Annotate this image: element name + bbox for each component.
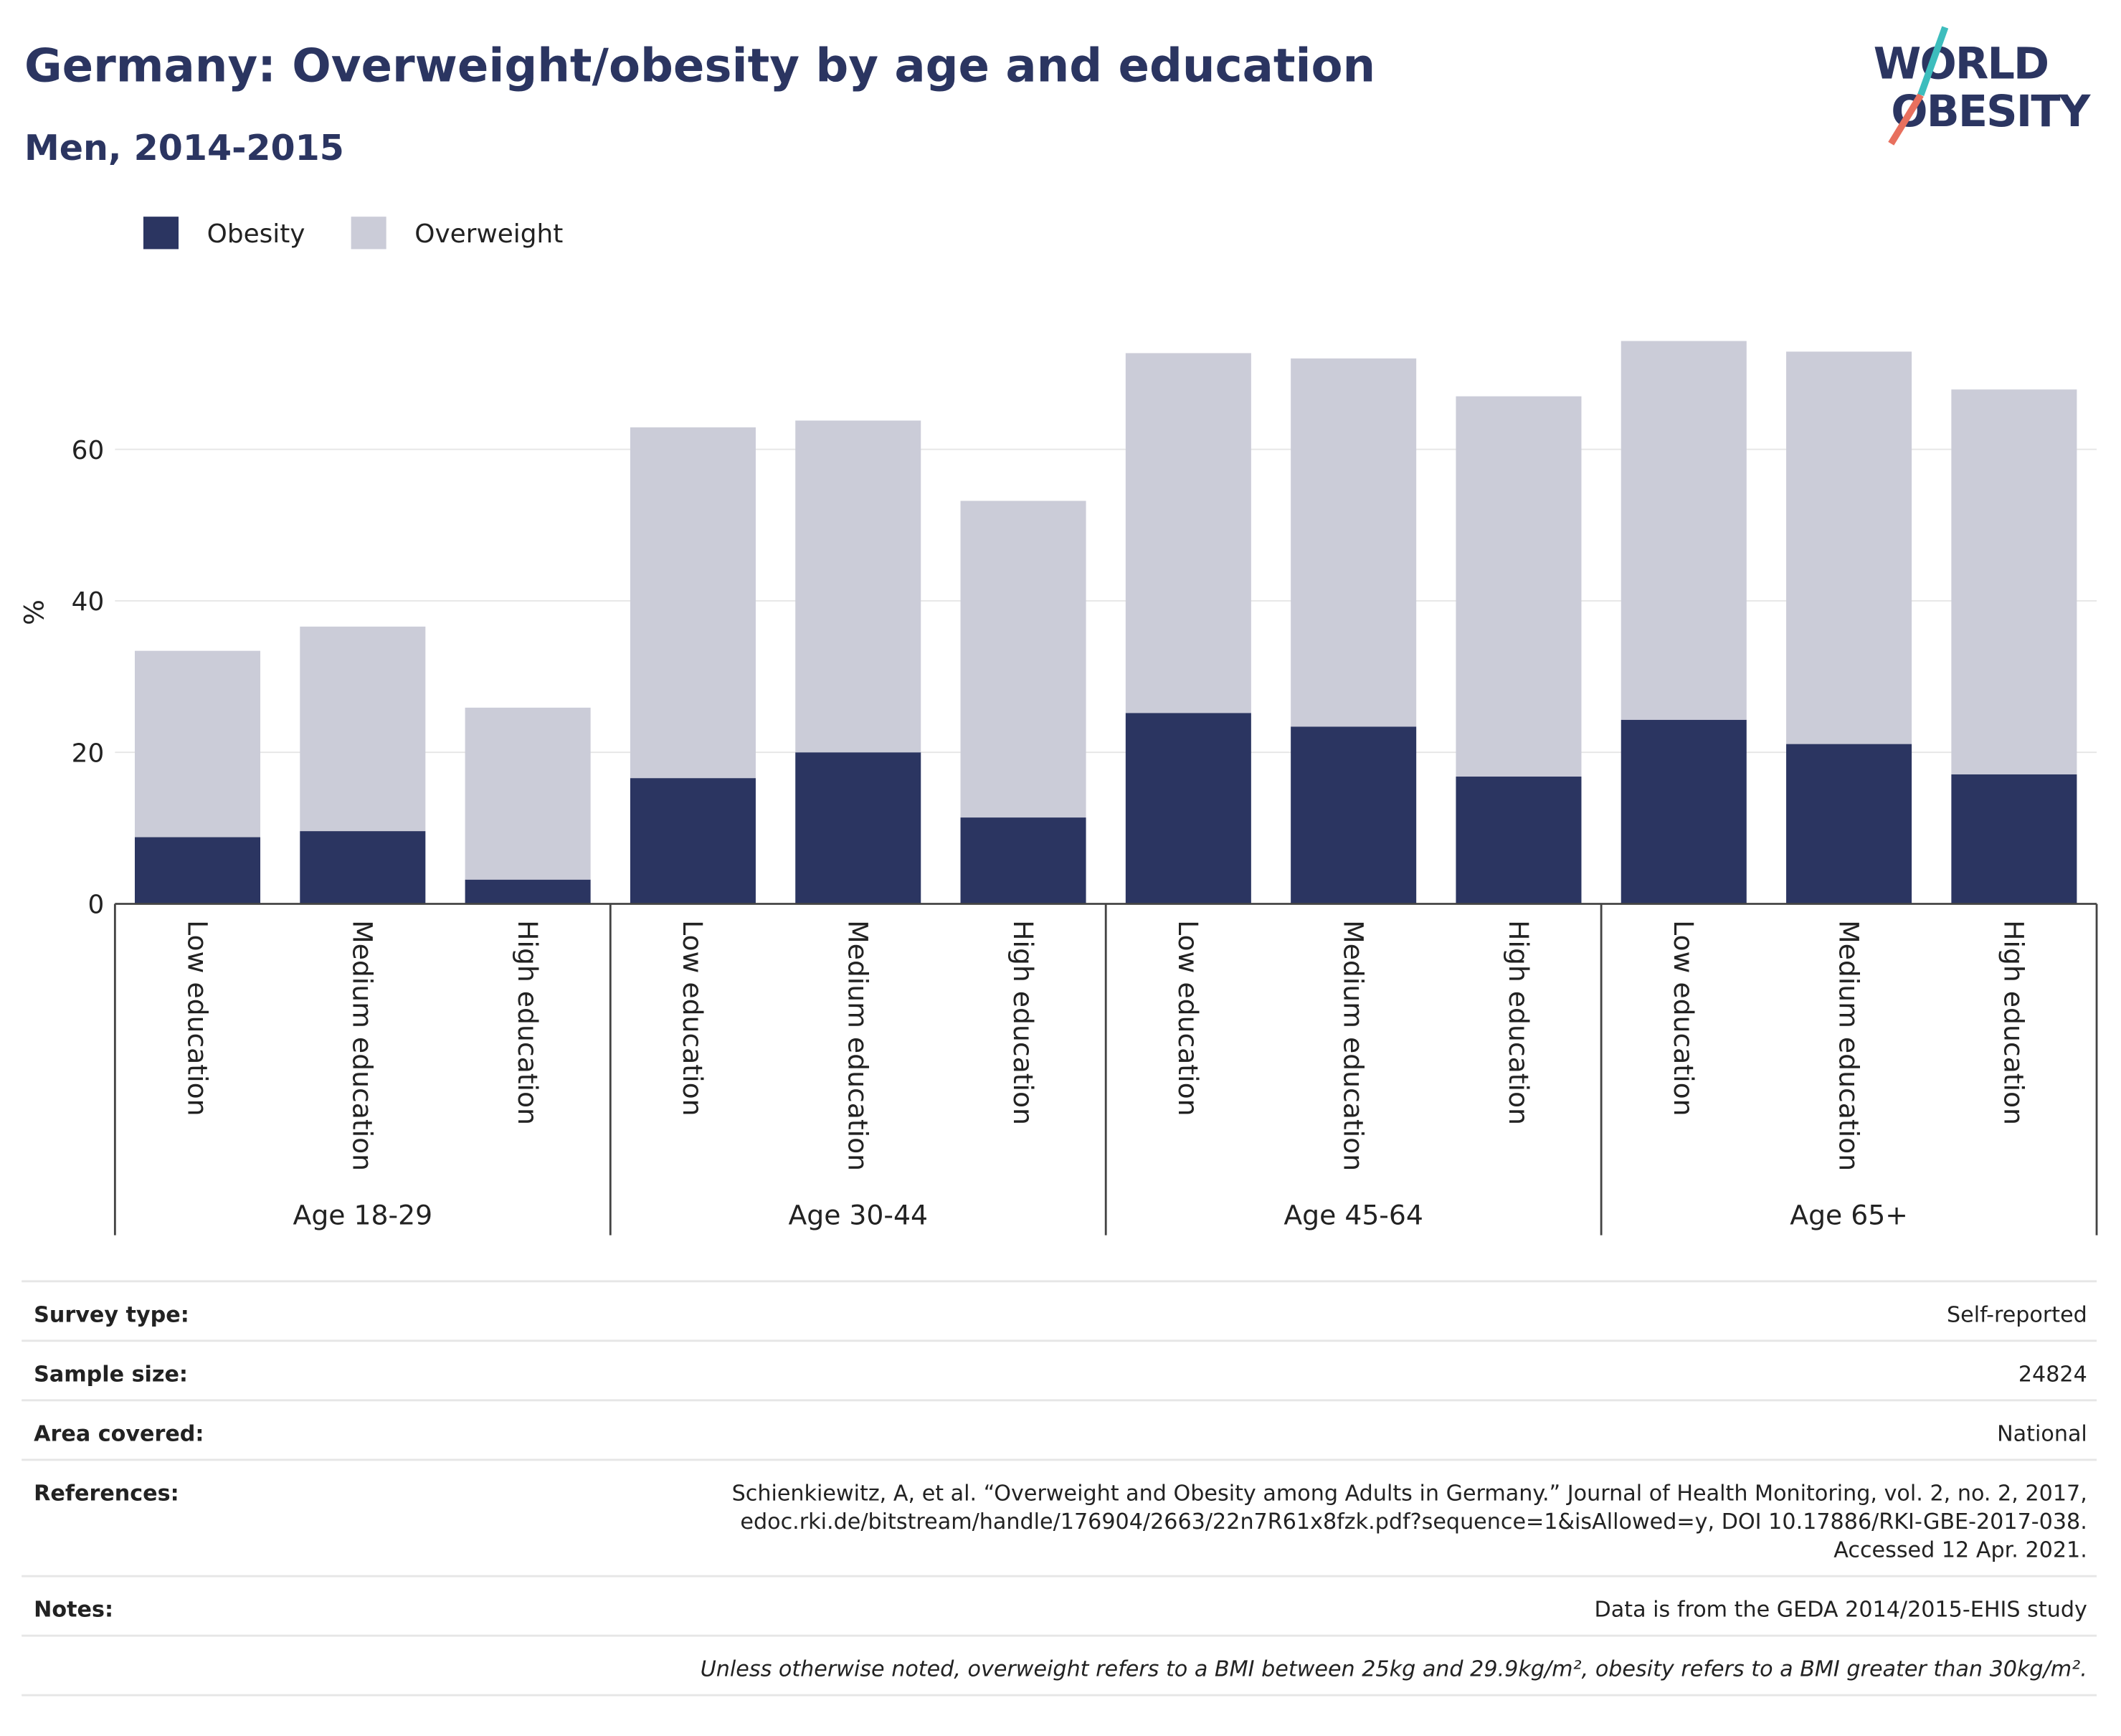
x-tick-label: Medium education [843, 920, 874, 1171]
bar-segment [1621, 341, 1747, 720]
bar-segment [1951, 389, 2077, 774]
bar-segment [1125, 713, 1251, 904]
x-tick-label: Medium education [1337, 920, 1369, 1171]
table-value: edoc.rki.de/bitstream/handle/176904/2663… [740, 1509, 2087, 1535]
bar-segment [795, 420, 921, 753]
chart-subtitle: Men, 2014-2015 [24, 127, 344, 169]
table-label: Sample size: [34, 1362, 188, 1387]
table-label: Area covered: [34, 1421, 204, 1446]
bar-segment [1456, 777, 1582, 904]
logo-slash [1917, 26, 1949, 96]
y-tick-label: 20 [72, 739, 105, 768]
table-label: Survey type: [34, 1302, 189, 1327]
bar-segment [630, 427, 756, 779]
logo-line: WORLD [1874, 39, 2049, 90]
y-tick-label: 60 [72, 436, 105, 465]
table-value: 24824 [2018, 1362, 2087, 1387]
x-tick-label: Medium education [347, 920, 379, 1171]
table-value: Accessed 12 Apr. 2021. [1833, 1538, 2087, 1563]
group-label: Age 45-64 [1283, 1200, 1423, 1231]
table-value: Self-reported [1947, 1302, 2087, 1327]
bar-segment [465, 707, 591, 880]
legend-swatch [143, 217, 179, 250]
x-tick-label: Low education [1172, 920, 1204, 1116]
footnote: Unless otherwise noted, overweight refer… [701, 1657, 2087, 1682]
x-tick-label: Low education [1668, 920, 1699, 1116]
x-tick-label: Low education [181, 920, 213, 1116]
x-tick-label: Medium education [1833, 920, 1864, 1171]
bar-segment [134, 837, 261, 904]
bar-segment [960, 501, 1086, 818]
bar-segment [1621, 719, 1747, 904]
y-tick-label: 40 [72, 587, 105, 617]
bar-segment [300, 831, 426, 904]
bar-segment [1291, 726, 1417, 904]
legend-label: Obesity [207, 219, 305, 249]
bar-segment [1786, 744, 1912, 904]
bar-segment [1786, 351, 1912, 744]
x-tick-label: High education [1503, 920, 1534, 1125]
x-tick-label: Low education [677, 920, 708, 1116]
bar-segment [300, 626, 426, 832]
bar-segment [1951, 774, 2077, 904]
bar-segment [1291, 358, 1417, 727]
table-value: National [1997, 1421, 2087, 1446]
bar-segment [465, 879, 591, 904]
legend-label: Overweight [414, 219, 563, 249]
bar-segment [960, 817, 1086, 904]
logo-line: OBESITY [1891, 87, 2091, 137]
y-axis-label: % [18, 599, 49, 625]
bar-segment [795, 752, 921, 904]
chart-title: Germany: Overweight/obesity by age and e… [24, 39, 1375, 93]
bar-segment [134, 650, 261, 838]
table-label: References: [34, 1481, 179, 1506]
group-label: Age 65+ [1790, 1200, 1908, 1231]
bar-segment [1456, 396, 1582, 777]
y-tick-label: 0 [87, 891, 104, 920]
x-tick-label: High education [512, 920, 544, 1125]
x-tick-label: High education [1998, 920, 2030, 1125]
x-tick-label: High education [1007, 920, 1039, 1125]
table-label: Notes: [34, 1598, 113, 1623]
bar-segment [1125, 353, 1251, 713]
legend-swatch [351, 217, 386, 250]
table-value: Data is from the GEDA 2014/2015-EHIS stu… [1595, 1598, 2087, 1623]
group-label: Age 30-44 [788, 1200, 928, 1231]
table-value: Schienkiewitz, A, et al. “Overweight and… [732, 1481, 2087, 1506]
logo-slash [1888, 93, 1924, 146]
bar-segment [630, 778, 756, 904]
group-label: Age 18-29 [293, 1200, 433, 1231]
